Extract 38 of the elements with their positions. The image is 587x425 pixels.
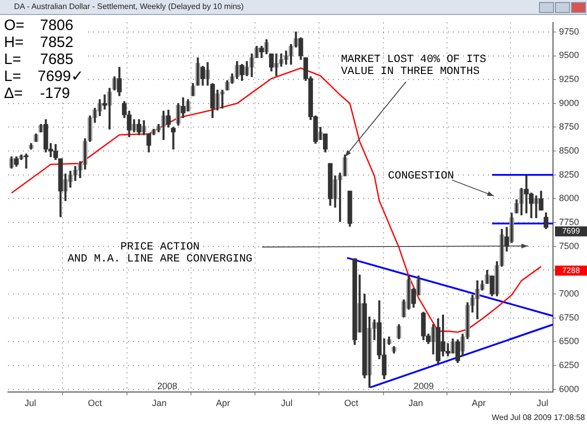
y-tick-label: 6250 <box>559 360 580 370</box>
y-tick-label: 8500 <box>559 146 580 156</box>
annotation: MARKET LOST 40% OF ITS VALUE IN THREE MONTHS <box>340 54 487 78</box>
x-tick-label: Apr <box>216 398 230 408</box>
y-tick-label: 8250 <box>559 169 580 180</box>
y-tick-label: 6500 <box>559 336 580 346</box>
x-tick-label: Oct <box>88 398 102 408</box>
y-tick-label: 9250 <box>559 74 580 84</box>
y-tick-label: 8750 <box>559 122 580 132</box>
x-tick-label: Apr <box>472 398 486 408</box>
annotation: PRICE ACTION AND M.A. LINE ARE CONVERGING <box>68 241 252 266</box>
annotation: O= 7806 <box>4 17 74 34</box>
text: 7288 <box>562 266 580 275</box>
y-tick-label: 9500 <box>559 50 580 60</box>
chart-title: DA - Australian Dollar - Settlement, Weekly (Delayed by 10 mins) <box>14 2 244 11</box>
text: Wed Jul 08 2009 17:08:58 <box>492 413 585 422</box>
x-tick-label: Jul <box>536 398 548 408</box>
y-tick-label: 8000 <box>559 193 580 204</box>
y-tick-label: 7000 <box>559 288 580 299</box>
y-tick-label: 9750 <box>559 26 580 36</box>
annotation: Δ= -179 <box>4 85 70 102</box>
x-tick-label: Jul <box>281 398 293 408</box>
text: L= 7685 <box>4 51 74 68</box>
text: 7699 <box>562 226 580 236</box>
x-tick-label: Jan <box>408 398 423 408</box>
y-tick-label: 6000 <box>559 384 580 394</box>
y-tick-label: 7750 <box>559 217 580 228</box>
y-tick-label: 7500 <box>559 240 580 251</box>
x-tick-label: Jul <box>24 398 36 408</box>
annotation: H= 7852 <box>4 34 74 51</box>
y-tick-label: 6750 <box>559 312 580 322</box>
annotation: 2008 <box>157 381 178 392</box>
annotation: CONGESTION <box>388 170 454 182</box>
y-tick-label: 9000 <box>559 98 580 108</box>
annotation: 2009 <box>414 381 434 392</box>
x-tick-label: Oct <box>344 398 359 408</box>
x-tick-label: Jan <box>152 398 167 408</box>
annotation: L= 7699✓ <box>4 68 84 85</box>
